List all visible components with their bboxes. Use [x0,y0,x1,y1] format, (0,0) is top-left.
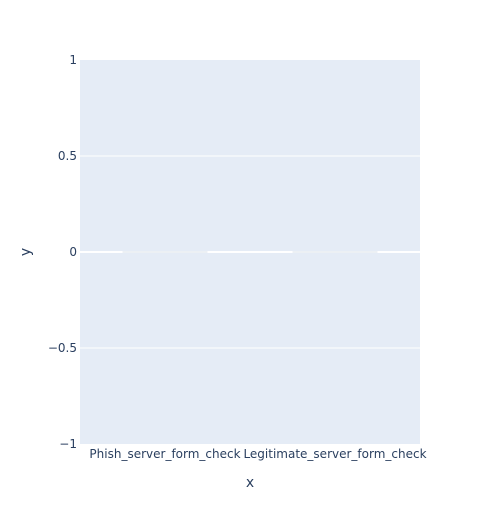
y-axis-title: y [18,248,34,256]
y-tick-labels: 1 0.5 0 −0.5 −1 [48,53,77,451]
x-tick-label: Phish_server_form_check [89,447,240,461]
y-tick-label: 0.5 [58,149,77,163]
y-tick-label: 1 [69,53,77,67]
x-tick-labels: Phish_server_form_check Legitimate_server… [89,447,426,461]
x-axis-title: x [246,475,254,491]
y-tick-label: 0 [69,245,77,259]
y-tick-label: −0.5 [48,341,77,355]
y-tick-label: −1 [59,437,77,451]
x-tick-label: Legitimate_server_form_check [243,447,426,461]
